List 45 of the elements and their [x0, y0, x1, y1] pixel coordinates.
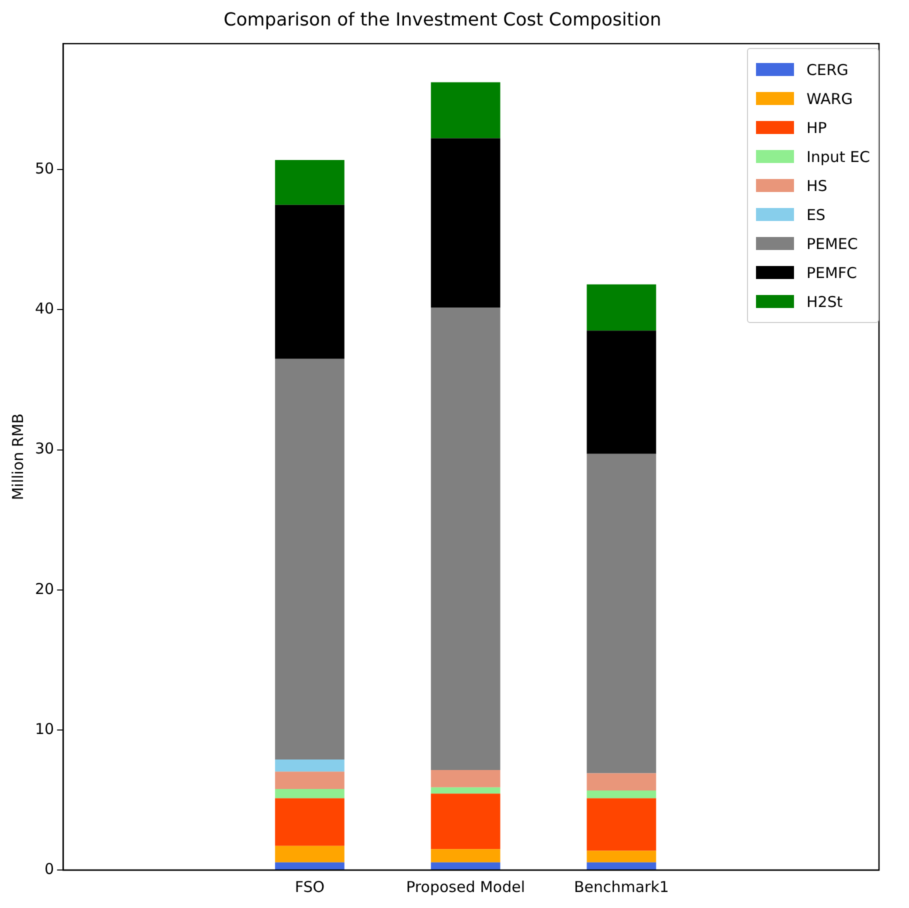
bar [586, 773, 656, 790]
bar [586, 454, 656, 774]
bar [275, 862, 344, 870]
bar [586, 850, 656, 862]
bar [586, 284, 656, 331]
x-tick-label: Proposed Model [406, 878, 526, 896]
y-tick-label: 10 [34, 720, 54, 738]
y-tick-label: 30 [34, 440, 54, 458]
chart-title: Comparison of the Investment Cost Composition [224, 9, 662, 30]
y-axis-title: Million RMB [8, 413, 27, 500]
bar [275, 160, 344, 205]
bar [430, 787, 500, 794]
legend-label: Input EC [806, 148, 870, 166]
legend-label: CERG [806, 60, 848, 78]
bar [275, 759, 344, 772]
bar [275, 846, 344, 862]
bar [430, 82, 500, 138]
legend-label: WARG [806, 90, 853, 108]
y-tick-label: 50 [34, 160, 54, 178]
legend-label: PEMFC [806, 264, 858, 282]
x-tick-label: Benchmark1 [574, 878, 669, 896]
bar [275, 204, 344, 359]
y-tick-label: 20 [34, 580, 54, 598]
legend-label: HS [806, 176, 828, 194]
bar [275, 358, 344, 760]
legend-label: HP [806, 118, 827, 136]
bar [275, 772, 344, 790]
bar [430, 308, 500, 770]
x-tick-label: FSO [294, 878, 325, 896]
bar [275, 789, 344, 798]
bar [586, 862, 656, 870]
bar [430, 770, 500, 788]
legend-label: ES [806, 206, 826, 224]
bar [430, 862, 500, 870]
bar [430, 794, 500, 850]
bar [586, 798, 656, 851]
legend-label: H2St [806, 292, 843, 310]
bar [430, 138, 500, 308]
y-tick-label: 0 [44, 860, 54, 878]
legend-label: PEMEC [806, 234, 858, 252]
bar [430, 849, 500, 862]
bar [586, 330, 656, 454]
bar [586, 790, 656, 798]
bar [275, 798, 344, 846]
y-tick-label: 40 [34, 300, 54, 318]
